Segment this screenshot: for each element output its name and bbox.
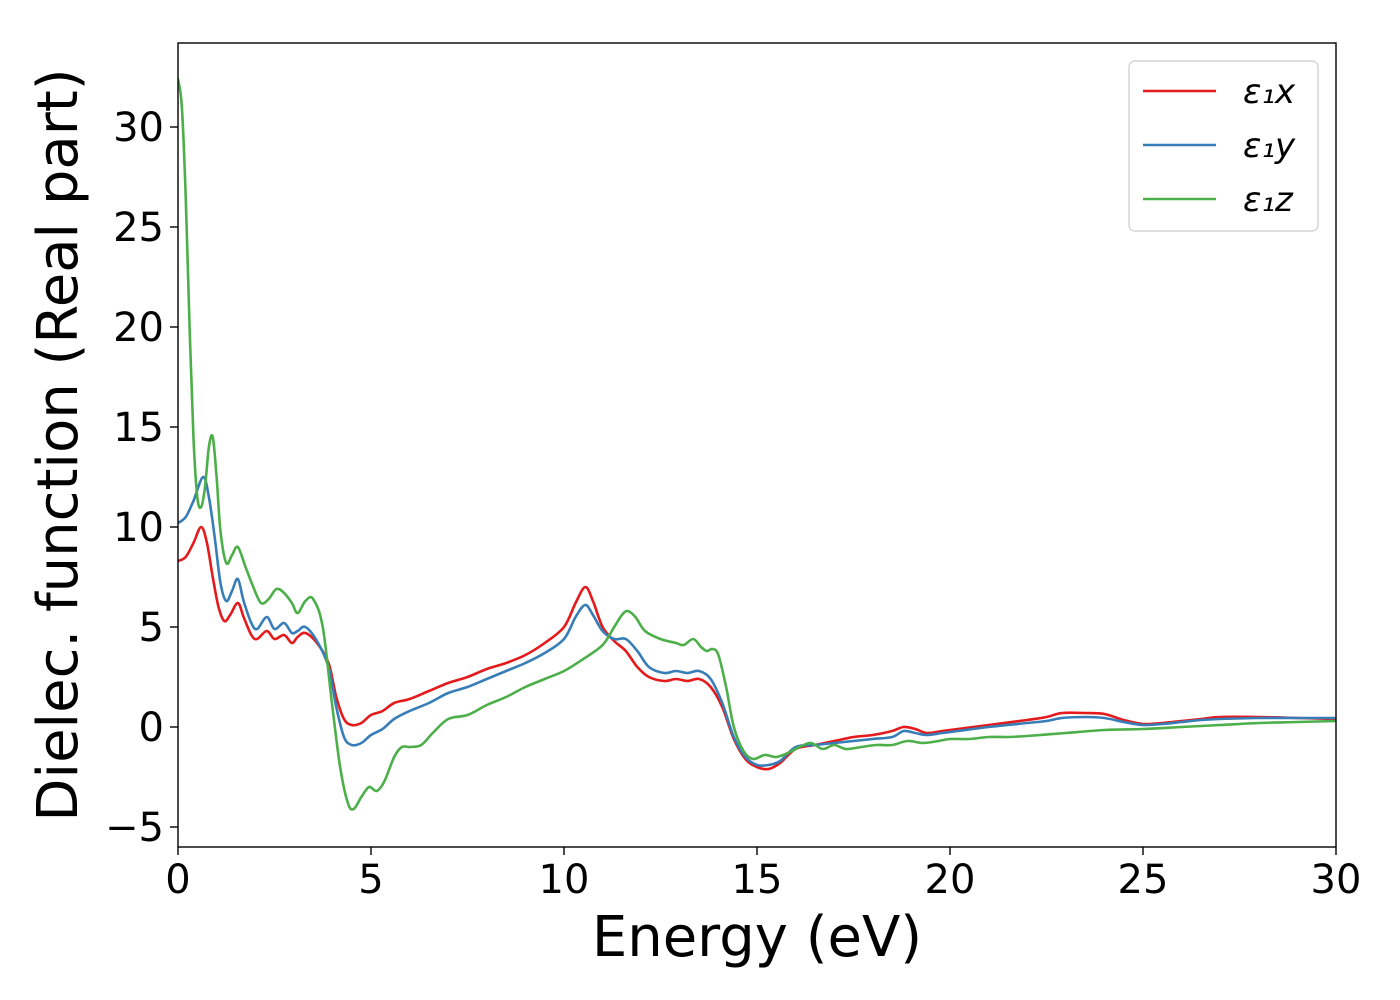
x-tick-label: 25 — [1118, 857, 1169, 903]
x-axis-title: Energy (eV) — [592, 905, 922, 970]
x-tick-label: 5 — [358, 857, 383, 903]
legend-label-2: ε₁y — [1243, 126, 1296, 166]
y-tick-label: 15 — [113, 405, 164, 451]
y-tick-label: 0 — [139, 705, 164, 751]
x-axis: 0 5 10 15 20 25 30 — [165, 847, 1361, 903]
y-tick-label: −5 — [105, 805, 164, 851]
legend-box — [1128, 60, 1319, 232]
y-axis: −5 0 5 10 15 20 25 30 — [105, 105, 178, 851]
x-tick-label: 15 — [732, 857, 783, 903]
x-tick-label: 10 — [539, 857, 590, 903]
legend-label-3: ε₁z — [1243, 180, 1294, 220]
y-tick-label: 30 — [113, 105, 164, 151]
series-line-3 — [178, 77, 1336, 811]
series-layer — [178, 77, 1336, 811]
legend-label-1: ε₁x — [1243, 72, 1296, 112]
y-tick-label: 25 — [113, 205, 164, 251]
x-tick-label: 30 — [1311, 857, 1362, 903]
x-tick-label: 0 — [165, 857, 190, 903]
y-tick-label: 10 — [113, 505, 164, 551]
y-tick-label: 20 — [113, 305, 164, 351]
legend: ε₁x ε₁y ε₁z — [1128, 60, 1319, 232]
x-tick-label: 20 — [925, 857, 976, 903]
y-axis-title: Dielec. function (Real part) — [26, 68, 91, 821]
y-tick-label: 5 — [139, 605, 164, 651]
